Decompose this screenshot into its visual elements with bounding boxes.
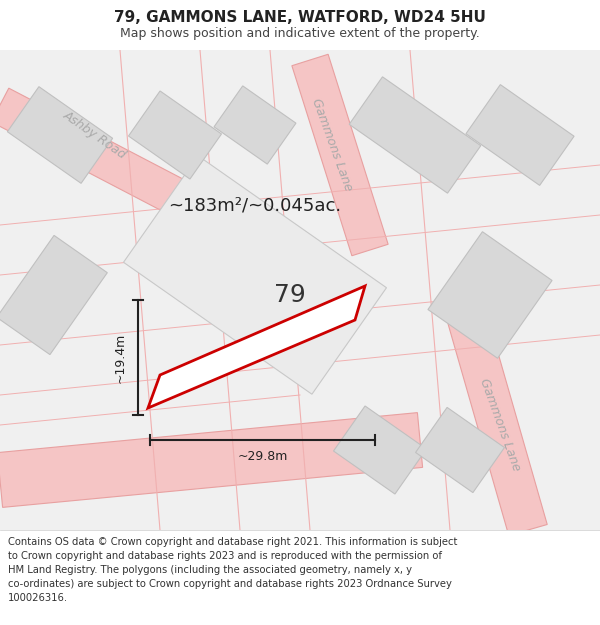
- Polygon shape: [0, 236, 107, 354]
- Text: 79: 79: [274, 283, 306, 307]
- Polygon shape: [0, 412, 422, 508]
- Polygon shape: [334, 406, 427, 494]
- Bar: [0, 0, 600, 50]
- Polygon shape: [7, 87, 113, 183]
- Text: Map shows position and indicative extent of the property.: Map shows position and indicative extent…: [120, 28, 480, 41]
- Polygon shape: [128, 91, 221, 179]
- Text: Contains OS data © Crown copyright and database right 2021. This information is : Contains OS data © Crown copyright and d…: [8, 537, 457, 547]
- Text: to Crown copyright and database rights 2023 and is reproduced with the permissio: to Crown copyright and database rights 2…: [8, 551, 442, 561]
- Text: ~19.4m: ~19.4m: [113, 332, 127, 382]
- Polygon shape: [466, 84, 574, 186]
- Polygon shape: [0, 88, 239, 242]
- Polygon shape: [443, 294, 547, 536]
- Text: ~29.8m: ~29.8m: [238, 449, 287, 462]
- Polygon shape: [148, 286, 365, 408]
- Text: HM Land Registry. The polygons (including the associated geometry, namely x, y: HM Land Registry. The polygons (includin…: [8, 565, 412, 575]
- Polygon shape: [292, 54, 388, 256]
- Polygon shape: [349, 77, 481, 193]
- Polygon shape: [214, 86, 296, 164]
- Text: 100026316.: 100026316.: [8, 593, 68, 603]
- Text: 79, GAMMONS LANE, WATFORD, WD24 5HU: 79, GAMMONS LANE, WATFORD, WD24 5HU: [114, 9, 486, 24]
- Text: ~183m²/~0.045ac.: ~183m²/~0.045ac.: [169, 196, 341, 214]
- Polygon shape: [428, 232, 552, 358]
- Text: co-ordinates) are subject to Crown copyright and database rights 2023 Ordnance S: co-ordinates) are subject to Crown copyr…: [8, 579, 452, 589]
- Polygon shape: [416, 408, 505, 492]
- Bar: [0, 530, 600, 625]
- Bar: [0, 50, 600, 530]
- Polygon shape: [124, 156, 386, 394]
- Text: Ashby Road: Ashby Road: [61, 109, 129, 161]
- Text: Gammons Lane: Gammons Lane: [477, 377, 523, 473]
- Text: Gammons Lane: Gammons Lane: [309, 97, 355, 193]
